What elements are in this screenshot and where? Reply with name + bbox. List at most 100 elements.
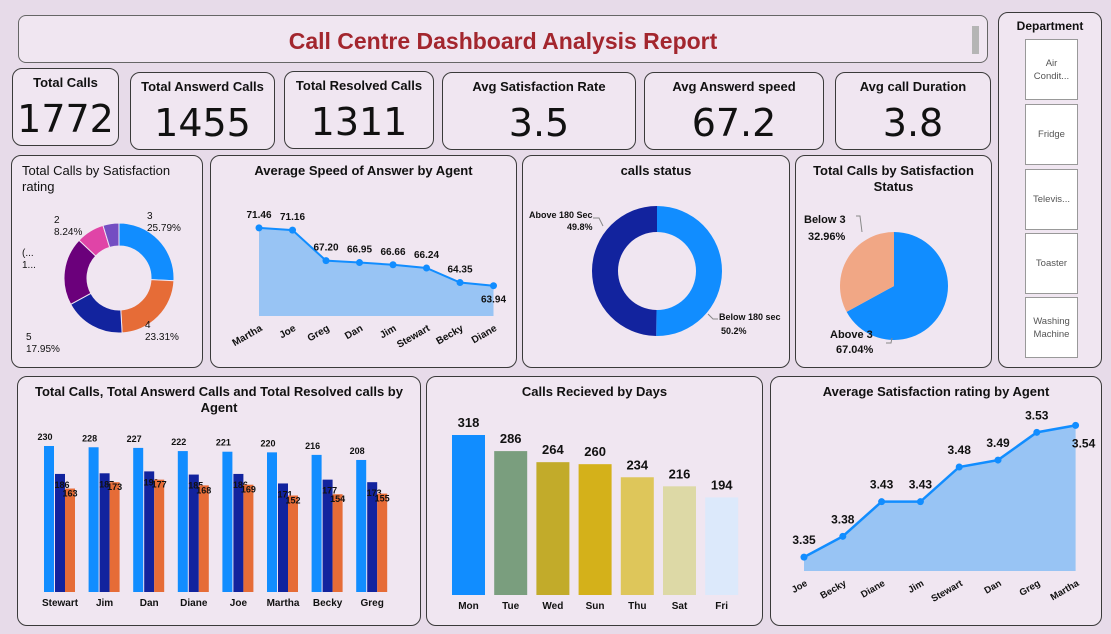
donut-label: (... [22,248,34,259]
bar [198,485,209,592]
panel-title: Total Calls by Satisfaction Status [813,163,974,194]
kpi-card-total-resolved: Total Resolved Calls 1311 [284,71,434,149]
x-tick-label: Greg [1018,578,1043,599]
kpi-value: 1311 [310,100,408,144]
x-tick-label: Stewart [395,323,432,351]
kpi-label: Avg call Duration [859,79,967,94]
kpi-card-total-calls: Total Calls 1772 [12,68,119,146]
data-point [389,261,397,269]
data-label: 260 [584,444,606,459]
x-tick-label: Sat [672,601,688,612]
bar [177,451,188,592]
data-label: 177 [322,486,337,496]
kpi-value: 3.5 [508,101,570,145]
calls-status-donut-chart[interactable]: Above 180 Sec 49.8% Below 180 sec 50.2% [523,156,789,369]
data-label: 216 [669,466,691,481]
x-tick-label: Martha [1049,578,1082,603]
bar [494,451,528,595]
calls-by-days-bar-chart[interactable]: 318 Mon 286 Tue 264 Wed 260 Sun 234 Thu 216 Sat 194 F… [427,377,762,627]
legend-label: Below 180 sec [719,312,781,322]
data-label: 234 [626,457,648,472]
kpi-value: 1455 [154,101,251,145]
department-option-fridge[interactable]: Fridge [1025,104,1078,165]
scrollbar-thumb[interactable] [972,26,979,54]
department-option-air-conditioner[interactable]: Air Condit... [1025,39,1078,100]
kpi-label: Avg Answerd speed [672,79,796,94]
calls-by-agent-bar-chart[interactable]: 230186163Stewart228187173Jim227190177Dan… [18,377,420,627]
data-label: 186 [54,480,69,490]
x-tick-label: Becky [819,578,849,602]
data-label: 3.48 [948,443,972,457]
avg-speed-area-chart[interactable]: 71.46 Martha 71.16 Joe 67.20 Greg 66.95 Dan 66.6… [211,156,516,369]
donut-percent-label: 17.95% [26,344,60,355]
x-tick-label: Jim [378,323,399,341]
panel-title: calls status [620,163,692,178]
avg-satisfaction-by-agent-panel: Average Satisfaction rating by Agent 3.3… [770,376,1102,626]
donut-percent-label: 25.79% [147,223,181,234]
x-tick-label: Tue [502,601,519,612]
x-tick-label: Mon [458,601,479,612]
x-tick-label: Joe [790,578,810,596]
avg-satisfaction-area-chart[interactable]: 3.35 Joe 3.38 Becky 3.43 Diane 3.43 Jim 3.48 Stew… [771,377,1101,627]
donut-slice [102,222,120,249]
data-label: 3.49 [986,436,1010,450]
satisfaction-status-pie-chart[interactable]: Below 3 32.96% Above 3 67.04% [796,156,991,369]
bar [233,473,244,592]
data-label: 71.46 [246,210,271,221]
data-point [423,264,430,272]
satisfaction-status-panel: Total Calls by Satisfaction Status Below… [795,155,992,368]
x-tick-label: Joe [278,323,299,341]
data-label: 222 [171,437,186,447]
data-label: 227 [127,434,142,444]
department-option-washing-machine[interactable]: Washing Machine [1025,297,1078,358]
bar [222,451,233,592]
department-option-television[interactable]: Televis... [1025,169,1078,230]
data-label: 190 [144,477,159,487]
data-label: 177 [152,480,167,490]
data-label: 216 [305,441,320,451]
data-label: 163 [62,489,77,499]
data-point [994,456,1002,464]
x-tick-label: Wed [542,601,563,612]
bar [144,471,155,592]
bar [65,488,75,592]
kpi-label: Total Calls [33,75,98,90]
donut-slice [656,206,722,336]
legend-label: Above 3 [830,329,873,341]
data-point [916,498,924,506]
percent-label: 50.2% [721,326,747,336]
data-label: 186 [233,480,248,490]
data-label: 286 [500,431,522,446]
satisfaction-rating-donut-chart[interactable]: 325.79% 423.31% 517.95% (...1... 28.24% [12,156,202,369]
data-label: 264 [542,442,564,457]
donut-percent-label: 23.31% [145,332,179,343]
leader-line [593,217,604,227]
bar [620,477,654,595]
x-tick-label: Becky [313,598,343,609]
donut-label: 2 [54,215,60,226]
donut-label: 5 [26,332,32,343]
x-tick-label: Fri [715,601,728,612]
department-option-toaster[interactable]: Toaster [1025,233,1078,294]
data-point [322,257,330,265]
x-tick-label: Diane [180,598,208,609]
donut-label: 3 [147,211,153,222]
data-label: 66.95 [347,245,372,256]
kpi-label: Total Answerd Calls [141,79,264,94]
x-tick-label: Diane [859,578,887,600]
x-tick-label: Sun [586,601,605,612]
department-slicer: Department Air Condit... Fridge Televis.… [998,12,1102,368]
leader-line [856,215,863,233]
department-slicer-title: Department [1016,19,1084,33]
donut-label: 4 [145,320,151,331]
bar [705,497,739,595]
x-tick-label: Diane [470,323,499,346]
calls-status-panel: calls status Above 180 Sec 49.8% Below 180… [522,155,790,368]
bar [322,479,333,592]
area-fill [259,227,494,316]
bar [367,482,378,592]
x-tick-label: Jim [96,598,113,609]
leader-line [707,313,718,320]
data-label: 185 [188,481,203,491]
report-title: Call Centre Dashboard Analysis Report [288,28,718,54]
